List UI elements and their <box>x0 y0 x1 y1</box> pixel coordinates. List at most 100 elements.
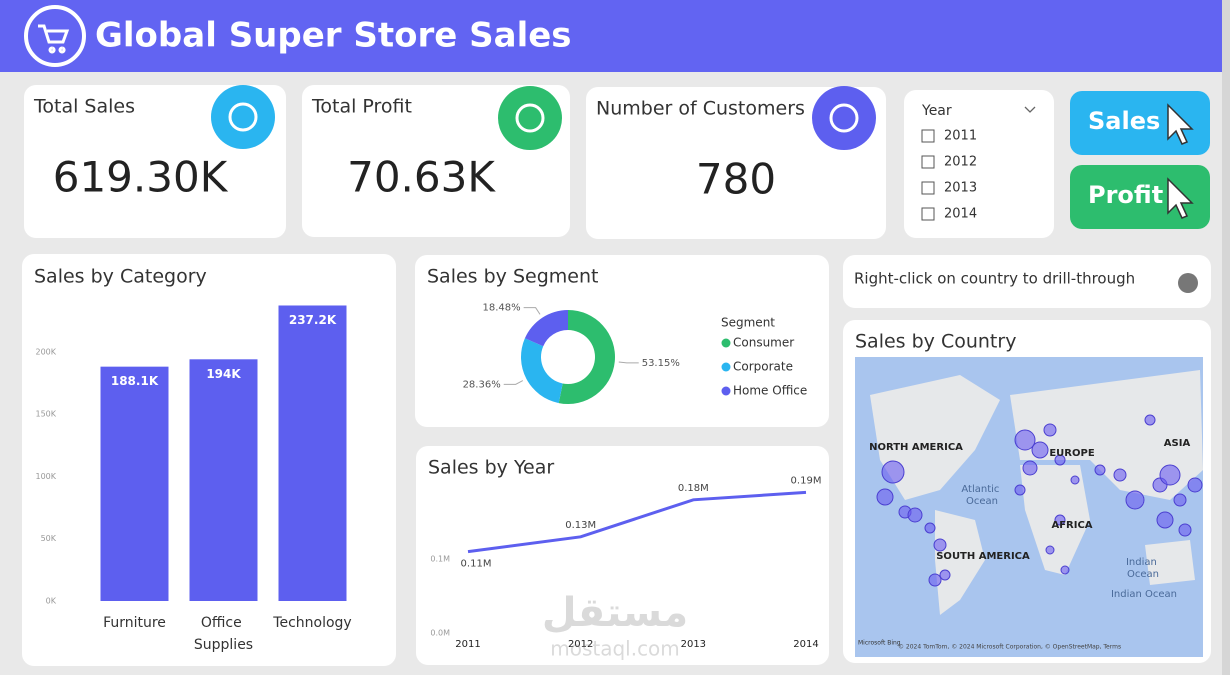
chart-card <box>415 255 829 427</box>
map-label: NORTH AMERICA <box>869 442 963 453</box>
donut-slice <box>558 310 616 405</box>
map-bubble <box>1022 460 1038 476</box>
kpi-icon-glyph <box>228 102 258 132</box>
map-land <box>935 510 985 615</box>
watermark: mostaql.com <box>550 637 680 661</box>
map-label: Indian Ocean <box>1111 589 1177 600</box>
x-tick-label: 2013 <box>681 639 706 650</box>
slice-label: 53.15% <box>642 358 680 369</box>
map-land <box>1010 370 1203 500</box>
chart-title: Sales by Year <box>428 457 554 479</box>
bar-value-label: 237.2K <box>289 313 337 327</box>
logo <box>24 5 86 67</box>
map-bubble <box>933 538 947 552</box>
slicer-option[interactable]: 2012 <box>944 155 977 170</box>
nav-button[interactable] <box>1070 165 1210 229</box>
point-label: 0.13M <box>565 520 596 531</box>
map-label: Atlantic Ocean <box>961 484 1002 507</box>
legend-label: Home Office <box>733 384 807 398</box>
point-label: 0.18M <box>678 483 709 494</box>
slicer-checkbox[interactable] <box>921 129 935 143</box>
legend-swatch <box>721 362 731 372</box>
header-title: Global Super Store Sales <box>95 16 572 56</box>
leader-line <box>503 380 524 385</box>
map-bubble <box>1054 454 1066 466</box>
map-bubble <box>939 569 951 581</box>
bar-value-label: 194K <box>206 367 241 381</box>
map-label: AFRICA <box>1051 520 1092 531</box>
point-label: 0.19M <box>791 475 822 486</box>
map-title: Sales by Country <box>855 331 1016 353</box>
map-bubble <box>1054 514 1066 526</box>
x-tick-label: Furniture <box>103 615 166 631</box>
slicer-checkbox[interactable] <box>921 207 935 221</box>
y-tick-label: 0.0M <box>430 629 450 638</box>
slice-label: 18.48% <box>482 303 520 314</box>
x-tick-label: 2011 <box>455 639 480 650</box>
y-tick-label: 0K <box>46 597 57 606</box>
map-bubble <box>1043 423 1057 437</box>
slicer-option[interactable]: 2011 <box>944 129 977 144</box>
x-tick-label: Technology <box>272 615 351 631</box>
slicer-checkbox[interactable] <box>921 181 935 195</box>
header-bar <box>0 0 1222 72</box>
chart-title: Sales by Segment <box>427 266 598 288</box>
map-bubble <box>876 488 894 506</box>
slicer-option[interactable]: 2013 <box>944 181 977 196</box>
nav-button-label[interactable]: Profit <box>1088 181 1163 209</box>
leader-line <box>618 361 639 364</box>
map-bubble <box>1144 414 1156 426</box>
bar <box>278 305 347 601</box>
y-tick-label: 50K <box>41 534 57 543</box>
drill-note: Right-click on country to drill-through <box>854 270 1135 288</box>
y-tick-label: 150K <box>35 410 56 419</box>
logo-cart <box>38 24 70 54</box>
kpi-label: Number of Customers <box>596 98 805 120</box>
kpi-icon-glyph <box>829 103 859 133</box>
scrollbar <box>1222 0 1230 675</box>
map-bubble <box>1014 429 1036 451</box>
kpi-icon <box>211 85 275 149</box>
x-tick-label: Office Supplies <box>194 615 253 653</box>
map-bubble <box>1125 490 1145 510</box>
x-tick-label: 2014 <box>793 639 818 650</box>
map-label: SOUTH AMERICA <box>936 551 1030 562</box>
nav-button-label[interactable]: Sales <box>1088 107 1160 135</box>
legend-label: Corporate <box>733 360 793 374</box>
slicer-option[interactable]: 2014 <box>944 207 977 222</box>
cursor-icon <box>1167 103 1194 145</box>
x-tick-label: 2012 <box>568 639 593 650</box>
slicer-chevron <box>1024 106 1036 113</box>
bar <box>100 366 169 601</box>
map-bubble <box>924 522 936 534</box>
map-bubble <box>1173 493 1187 507</box>
map-bubble <box>1060 565 1070 575</box>
donut-slice <box>521 338 563 404</box>
legend-swatch <box>721 338 731 348</box>
point-label: 0.11M <box>461 559 492 570</box>
map-bubble <box>1187 477 1203 493</box>
nav-button[interactable] <box>1070 91 1210 155</box>
map-bubble <box>1045 545 1055 555</box>
note-card <box>843 255 1211 308</box>
map-bubble <box>928 573 942 587</box>
leader-line <box>523 307 541 315</box>
kpi-icon-glyph <box>515 103 545 133</box>
map-bubble <box>1178 523 1192 537</box>
map-land <box>1145 540 1195 585</box>
map-label: EUROPE <box>1049 448 1094 459</box>
map-label: ASIA <box>1164 438 1191 449</box>
cursor-icon <box>1167 177 1194 219</box>
slicer-title: Year <box>921 103 952 119</box>
map-bubble <box>1159 464 1181 486</box>
map-bubble <box>1070 475 1080 485</box>
slicer-checkbox[interactable] <box>921 155 935 169</box>
map-bubble <box>1156 511 1174 529</box>
line <box>467 490 807 554</box>
map-bubble <box>881 460 905 484</box>
chart-title: Sales by Category <box>34 266 207 288</box>
map-bubble <box>907 507 923 523</box>
drill-icon <box>1178 273 1198 293</box>
kpi-label: Total Sales <box>33 96 135 118</box>
